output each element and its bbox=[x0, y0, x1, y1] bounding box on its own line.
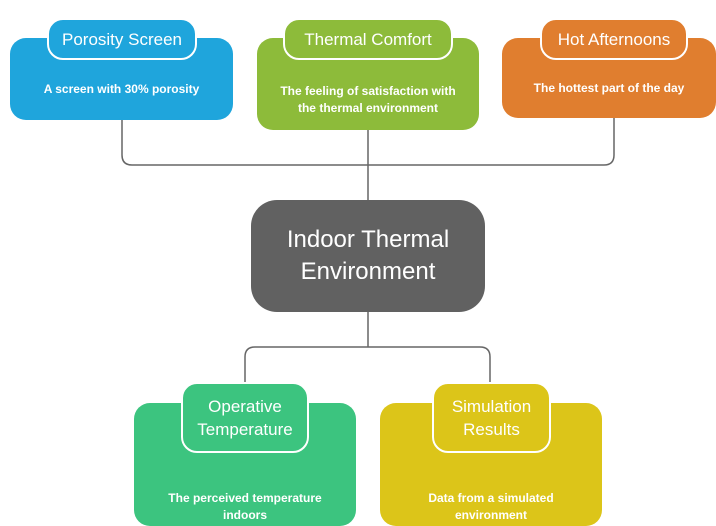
node-description: Data from a simulated environment bbox=[428, 490, 554, 522]
node-title: Thermal Comfort bbox=[283, 18, 453, 60]
node-title: Simulation Results bbox=[432, 382, 551, 453]
node-title: Hot Afternoons bbox=[540, 18, 688, 60]
connector-lines bbox=[121, 118, 615, 384]
node-description: A screen with 30% porosity bbox=[43, 81, 200, 96]
node-title: Operative Temperature bbox=[181, 382, 309, 453]
node-description: The perceived temperature indoors bbox=[168, 490, 322, 522]
center-node: Indoor Thermal Environment bbox=[251, 200, 485, 312]
node-description: The feeling of satisfaction with the the… bbox=[280, 84, 456, 115]
bottom-connector bbox=[244, 346, 491, 384]
node-title: Porosity Screen bbox=[47, 18, 197, 60]
node-description: The hottest part of the day bbox=[533, 80, 685, 95]
